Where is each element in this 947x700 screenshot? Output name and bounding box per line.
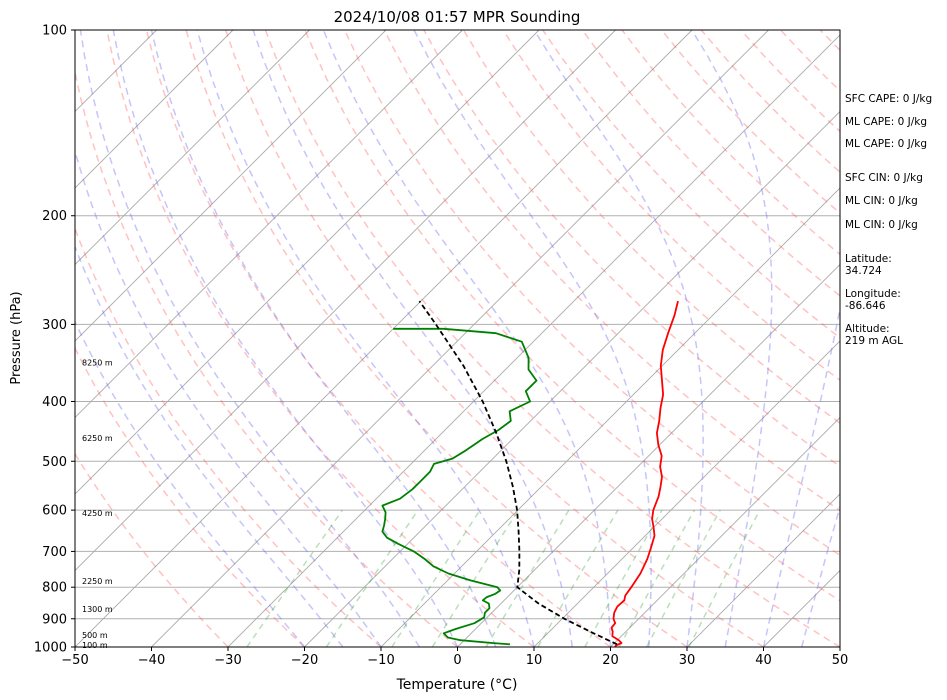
parcel-profile-trace [418,300,618,646]
moist-adiabat [112,30,459,647]
mixing-ratio-line [391,509,481,647]
moist-adiabat [413,30,652,647]
y-axis-label: Pressure (hPa) [9,291,24,384]
mixing-ratio-line [246,509,344,647]
isotherm-line [75,30,616,572]
moist-adiabat [322,30,612,647]
isotherm-line [380,187,840,647]
y-tick-label: 100 [42,24,67,39]
mixing-ratio-line [537,509,619,647]
isotherm-line [75,30,234,189]
x-tick-label: 20 [602,653,619,668]
dry-adiabat [106,30,535,647]
axes: −50 −40 −30 −20 −10 0 10 20 30 40 50 100 200 300 400 50… [34,24,848,669]
isotherm-line [151,30,769,647]
dry-adiabat [75,346,306,647]
x-tick-label: 30 [679,653,696,668]
height-label: 2250 m [82,577,113,586]
moist-adiabat [75,244,344,647]
sounding-info-text: Latitude: 34.724 [845,253,892,277]
mixing-ratio-line [325,509,419,647]
x-tick-label: −10 [367,653,394,668]
isotherm-line [304,110,840,647]
y-tick-label: 700 [42,545,67,560]
x-tick-label: 10 [526,653,543,668]
height-label: 100 m [82,641,108,650]
x-tick-label: −30 [214,653,241,668]
x-tick-label: −20 [291,653,318,668]
sounding-info-text: ML CAPE: 0 J/kg [845,138,928,150]
moist-adiabat [150,30,497,647]
moist-adiabat [75,319,306,647]
background-lines [75,30,840,647]
sounding-traces [381,300,679,647]
isotherm-line [227,34,840,647]
y-tick-label: 800 [42,581,67,596]
height-label: 8250 m [82,359,113,368]
moist-adiabat [196,30,535,647]
dry-adiabat [185,30,688,647]
mixing-ratio-line [645,509,721,647]
y-tick-label: 600 [42,504,67,519]
moist-adiabat [79,30,420,647]
sounding-info-text: ML CIN: 0 J/kg [845,219,918,231]
sounding-info-text: ML CIN: 0 J/kg [845,195,918,207]
x-tick-label: 50 [832,653,849,668]
dry-adiabat [304,30,840,602]
isotherm-line [75,30,693,647]
isotherm-line [75,30,387,342]
sounding-info-text: Longitude: -86.646 [845,288,901,312]
mixing-ratio-line [431,509,519,647]
dry-adiabat [145,30,611,647]
dewpoint-trace [381,327,538,646]
moist-adiabat [691,30,773,647]
temperature-trace [610,300,679,647]
height-label: 6250 m [82,434,113,443]
mixing-ratio-line [618,509,696,647]
chart-title: 2024/10/08 01:57 MPR Sounding [334,8,581,26]
dry-adiabat [264,30,840,647]
y-tick-label: 200 [42,209,67,224]
isotherm-line [610,416,840,647]
height-label: 4250 m [82,509,113,518]
dry-adiabat [75,68,458,647]
mixing-ratio-line [485,509,570,647]
moist-adiabat [252,30,574,647]
isotherm-line [75,30,463,419]
y-tick-label: 400 [42,395,67,410]
y-tick-label: 1000 [34,641,67,656]
x-tick-label: 40 [755,653,772,668]
height-label: 500 m [82,631,108,640]
plot-frame [74,29,841,648]
moist-adiabat [75,148,382,647]
mixing-ratio-line [584,509,663,647]
sounding-info-text: Altitude: 219 m AGL [845,323,903,347]
isotherm-line [686,493,840,647]
y-tick-label: 900 [42,612,67,627]
x-tick-label: 0 [453,653,461,668]
mixing-ratio-line [688,509,761,647]
x-tick-label: −50 [61,653,88,668]
x-axis-label: Temperature (°C) [396,677,518,693]
isotherm-line [75,30,540,495]
isotherm-line [75,30,310,266]
isotherm-line [457,263,840,647]
sounding-info-text: ML CAPE: 0 J/kg [845,116,928,128]
dry-adiabat [75,226,382,647]
dry-adiabat [75,452,229,647]
dry-adiabat [462,30,840,424]
dry-adiabat [343,30,840,557]
isotherm-line [533,340,840,647]
dry-adiabat [502,30,840,382]
y-tick-label: 300 [42,318,67,333]
x-tick-label: −40 [138,653,165,668]
sounding-info-text: SFC CAPE: 0 J/kg [845,93,933,105]
height-label: 1300 m [82,605,113,614]
y-tick-label: 500 [42,455,67,470]
sounding-info-text: SFC CIN: 0 J/kg [845,172,923,184]
moist-adiabat [533,30,704,647]
dry-adiabat [224,30,764,647]
